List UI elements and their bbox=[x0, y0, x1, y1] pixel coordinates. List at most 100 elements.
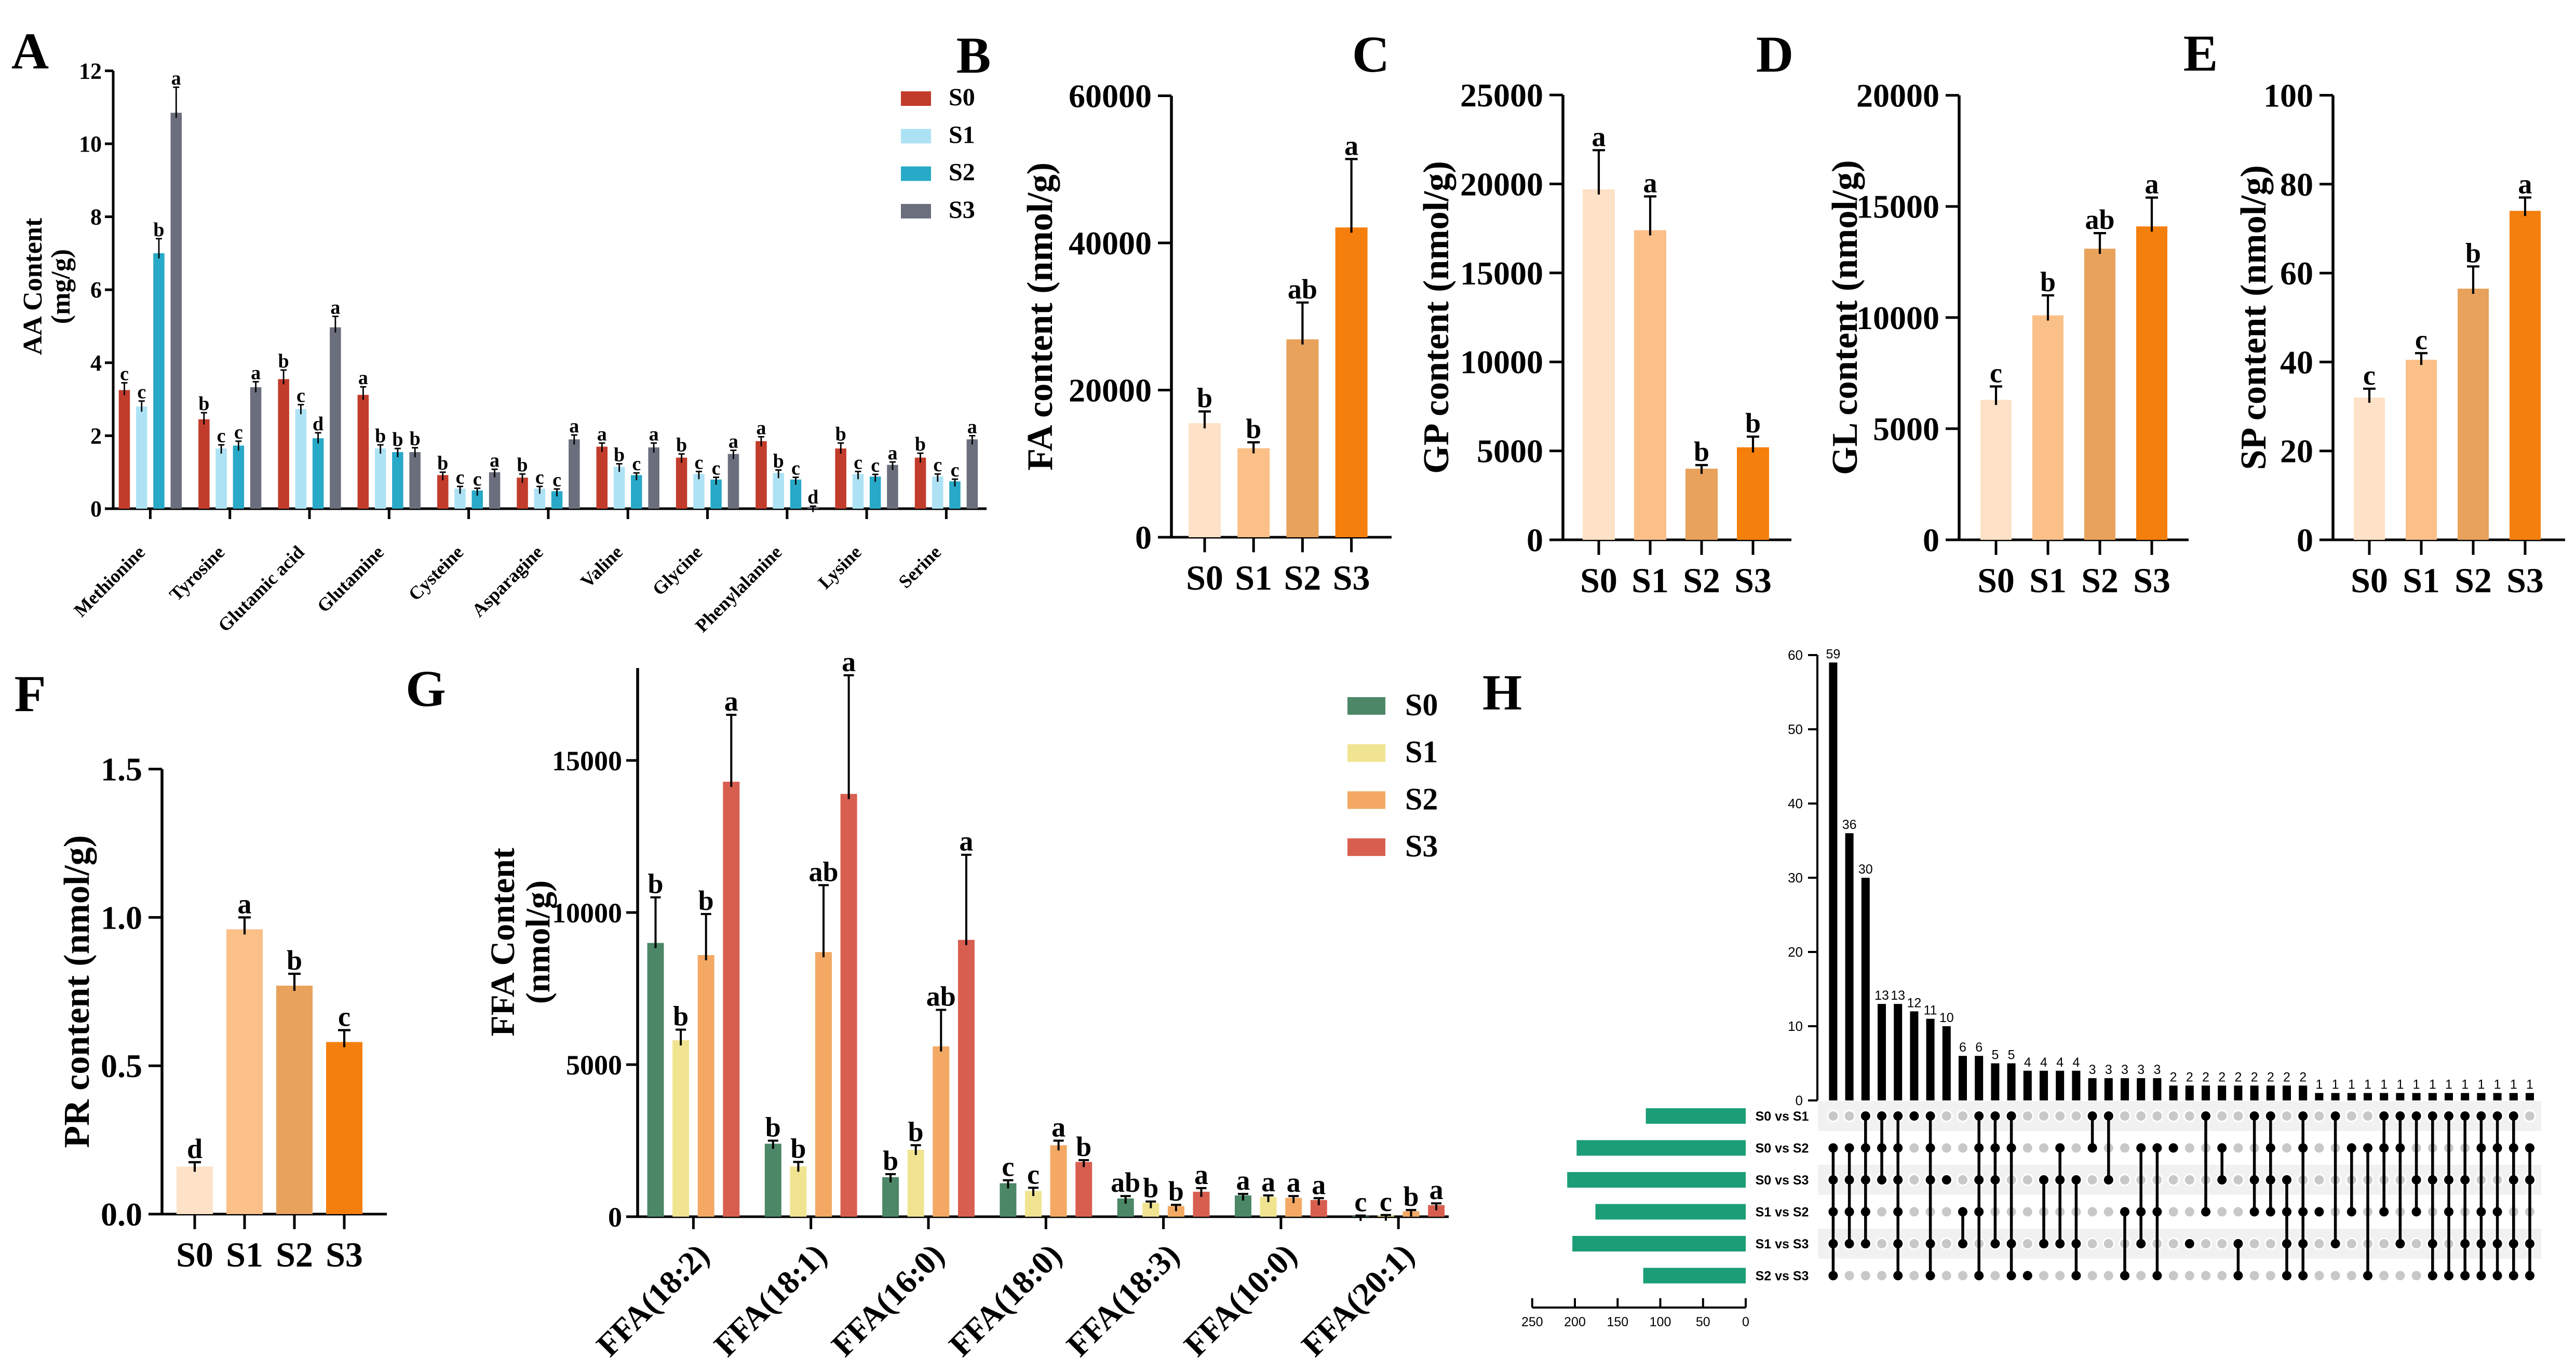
svg-text:c: c bbox=[535, 467, 544, 488]
svg-text:0: 0 bbox=[1135, 519, 1152, 556]
svg-text:S1: S1 bbox=[1405, 735, 1438, 769]
svg-text:S3: S3 bbox=[1405, 829, 1438, 863]
svg-text:2: 2 bbox=[2299, 1070, 2307, 1084]
svg-text:2: 2 bbox=[2218, 1070, 2226, 1084]
svg-text:c: c bbox=[338, 1001, 350, 1032]
svg-text:c: c bbox=[1354, 1187, 1367, 1218]
svg-text:1: 1 bbox=[2348, 1078, 2355, 1092]
svg-text:c: c bbox=[871, 455, 880, 477]
svg-text:c: c bbox=[694, 452, 703, 473]
svg-text:30: 30 bbox=[1788, 870, 1803, 886]
svg-text:S0: S0 bbox=[176, 1235, 213, 1274]
svg-text:b: b bbox=[915, 433, 926, 455]
svg-text:c: c bbox=[951, 459, 960, 481]
svg-text:b: b bbox=[883, 1145, 898, 1176]
svg-text:b: b bbox=[1076, 1131, 1091, 1162]
svg-text:b: b bbox=[765, 1112, 781, 1143]
svg-text:b: b bbox=[198, 393, 209, 415]
svg-text:1: 1 bbox=[2445, 1078, 2452, 1092]
svg-text:1: 1 bbox=[2413, 1078, 2420, 1092]
svg-text:b: b bbox=[2465, 237, 2481, 268]
svg-text:S2: S2 bbox=[1683, 561, 1720, 600]
svg-text:60: 60 bbox=[2280, 255, 2313, 292]
svg-text:a: a bbox=[967, 416, 977, 438]
svg-text:D: D bbox=[1756, 25, 1793, 83]
svg-text:a: a bbox=[1236, 1165, 1250, 1196]
svg-text:1.5: 1.5 bbox=[101, 751, 142, 788]
svg-text:1: 1 bbox=[2526, 1078, 2533, 1092]
svg-text:b: b bbox=[908, 1116, 924, 1147]
svg-text:1: 1 bbox=[2477, 1078, 2485, 1092]
svg-text:a: a bbox=[1312, 1169, 1326, 1200]
svg-text:S3: S3 bbox=[2133, 561, 2170, 600]
svg-text:S3: S3 bbox=[949, 196, 975, 224]
svg-text:S1: S1 bbox=[2403, 561, 2440, 600]
svg-text:b: b bbox=[437, 453, 448, 474]
svg-text:b: b bbox=[648, 868, 663, 900]
svg-text:c: c bbox=[791, 458, 800, 480]
svg-text:c: c bbox=[296, 385, 305, 407]
svg-text:b: b bbox=[790, 1133, 806, 1164]
svg-text:d: d bbox=[313, 413, 323, 435]
svg-text:S2: S2 bbox=[276, 1235, 313, 1274]
svg-text:S0 vs S2: S0 vs S2 bbox=[1756, 1141, 1809, 1156]
svg-text:FFA Content: FFA Content bbox=[484, 848, 522, 1037]
svg-text:c: c bbox=[1002, 1151, 1014, 1182]
svg-text:3: 3 bbox=[2153, 1063, 2161, 1077]
svg-text:c: c bbox=[456, 467, 465, 488]
svg-text:S2: S2 bbox=[1405, 782, 1438, 816]
svg-text:ab: ab bbox=[808, 856, 838, 887]
svg-text:15000: 15000 bbox=[1856, 188, 1939, 225]
svg-text:150: 150 bbox=[1607, 1315, 1628, 1329]
svg-text:FA content (nmol/g): FA content (nmol/g) bbox=[1020, 162, 1060, 471]
svg-text:c: c bbox=[1380, 1186, 1392, 1217]
svg-text:c: c bbox=[137, 382, 146, 403]
svg-text:S0: S0 bbox=[1186, 558, 1223, 597]
svg-text:0: 0 bbox=[1796, 1093, 1803, 1108]
svg-text:b: b bbox=[673, 1001, 689, 1032]
svg-text:4: 4 bbox=[2072, 1055, 2080, 1070]
svg-text:B: B bbox=[956, 26, 991, 84]
svg-text:c: c bbox=[2363, 360, 2376, 391]
svg-text:20: 20 bbox=[1788, 944, 1803, 960]
svg-text:a: a bbox=[1429, 1174, 1444, 1205]
svg-text:GP content (nmol/g): GP content (nmol/g) bbox=[1417, 161, 1456, 474]
svg-text:250: 250 bbox=[1521, 1315, 1543, 1329]
svg-text:4: 4 bbox=[2040, 1055, 2047, 1070]
svg-text:b: b bbox=[1246, 413, 1261, 444]
svg-text:50: 50 bbox=[1788, 722, 1803, 737]
svg-text:60: 60 bbox=[1788, 647, 1803, 663]
svg-text:a: a bbox=[358, 367, 368, 389]
svg-text:2: 2 bbox=[2251, 1070, 2258, 1084]
svg-text:4: 4 bbox=[2024, 1055, 2031, 1070]
svg-text:a: a bbox=[724, 686, 738, 717]
svg-text:5000: 5000 bbox=[1477, 433, 1543, 470]
svg-text:12: 12 bbox=[1907, 996, 1921, 1010]
svg-text:b: b bbox=[676, 434, 687, 456]
svg-text:b: b bbox=[392, 429, 403, 451]
svg-text:A: A bbox=[11, 22, 49, 80]
svg-text:AA Content: AA Content bbox=[18, 217, 48, 355]
svg-text:SP content (nmol/g): SP content (nmol/g) bbox=[2234, 165, 2274, 470]
svg-text:a: a bbox=[490, 450, 500, 471]
svg-text:5000: 5000 bbox=[566, 1050, 622, 1081]
svg-text:0: 0 bbox=[1527, 522, 1543, 559]
svg-text:25000: 25000 bbox=[1460, 77, 1543, 114]
svg-text:0.5: 0.5 bbox=[101, 1047, 142, 1084]
svg-text:S1: S1 bbox=[1235, 558, 1272, 597]
svg-text:3: 3 bbox=[2105, 1063, 2112, 1077]
svg-text:6: 6 bbox=[90, 277, 102, 303]
svg-text:d: d bbox=[807, 486, 818, 508]
svg-text:10000: 10000 bbox=[1856, 300, 1939, 336]
svg-text:c: c bbox=[854, 452, 862, 473]
svg-text:a: a bbox=[842, 646, 856, 677]
svg-text:b: b bbox=[698, 885, 714, 916]
svg-text:b: b bbox=[835, 424, 846, 445]
svg-text:c: c bbox=[552, 469, 561, 491]
svg-text:a: a bbox=[2518, 169, 2532, 200]
svg-text:4: 4 bbox=[90, 350, 102, 376]
svg-text:b: b bbox=[1197, 383, 1212, 414]
svg-text:1: 1 bbox=[2461, 1078, 2469, 1092]
svg-text:c: c bbox=[1027, 1159, 1040, 1190]
svg-text:1: 1 bbox=[2364, 1078, 2371, 1092]
